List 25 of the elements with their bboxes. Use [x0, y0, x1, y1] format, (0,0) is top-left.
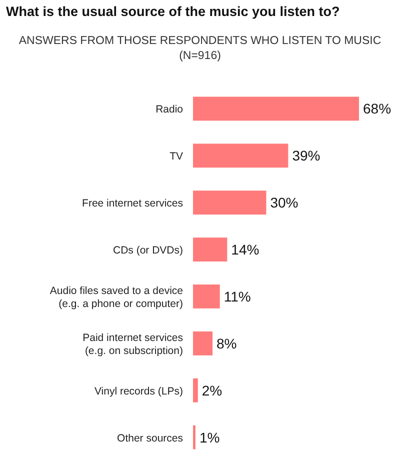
bar — [193, 96, 359, 121]
data-label: 39% — [292, 148, 320, 164]
bar — [193, 238, 228, 262]
data-label: 68% — [363, 100, 392, 117]
bar — [193, 331, 213, 356]
y-tick-label: Radio — [156, 104, 184, 116]
y-tick-label: CDs (or DVDs) — [113, 244, 183, 257]
y-tick-label: Paid internet services (e.g. on subscription) — [82, 332, 183, 357]
data-label: 14% — [231, 242, 260, 258]
data-label: 2% — [202, 382, 222, 398]
chart-title: What is the usual source of the music you listen to? — [6, 4, 340, 19]
y-tick-label: Audio files saved to a device (e.g. a phone or computer) — [50, 284, 184, 310]
y-tick-label: TV — [170, 150, 183, 163]
data-label: 8% — [216, 335, 237, 352]
bar — [193, 190, 266, 215]
data-label: 30% — [270, 194, 298, 211]
bar — [193, 378, 198, 402]
y-tick-label: Vinyl records (LPs) — [94, 385, 183, 398]
bar — [193, 284, 220, 308]
bar — [193, 144, 288, 168]
y-tick-label: Other sources — [117, 432, 183, 444]
chart-subtitle: ANSWERS FROM THOSE RESPONDENTS WHO LISTEN TO MUSIC (N=916) — [18, 35, 382, 62]
data-label: 1% — [199, 429, 220, 446]
data-label: 11% — [224, 288, 251, 304]
y-tick-label: Free internet services — [82, 198, 183, 210]
